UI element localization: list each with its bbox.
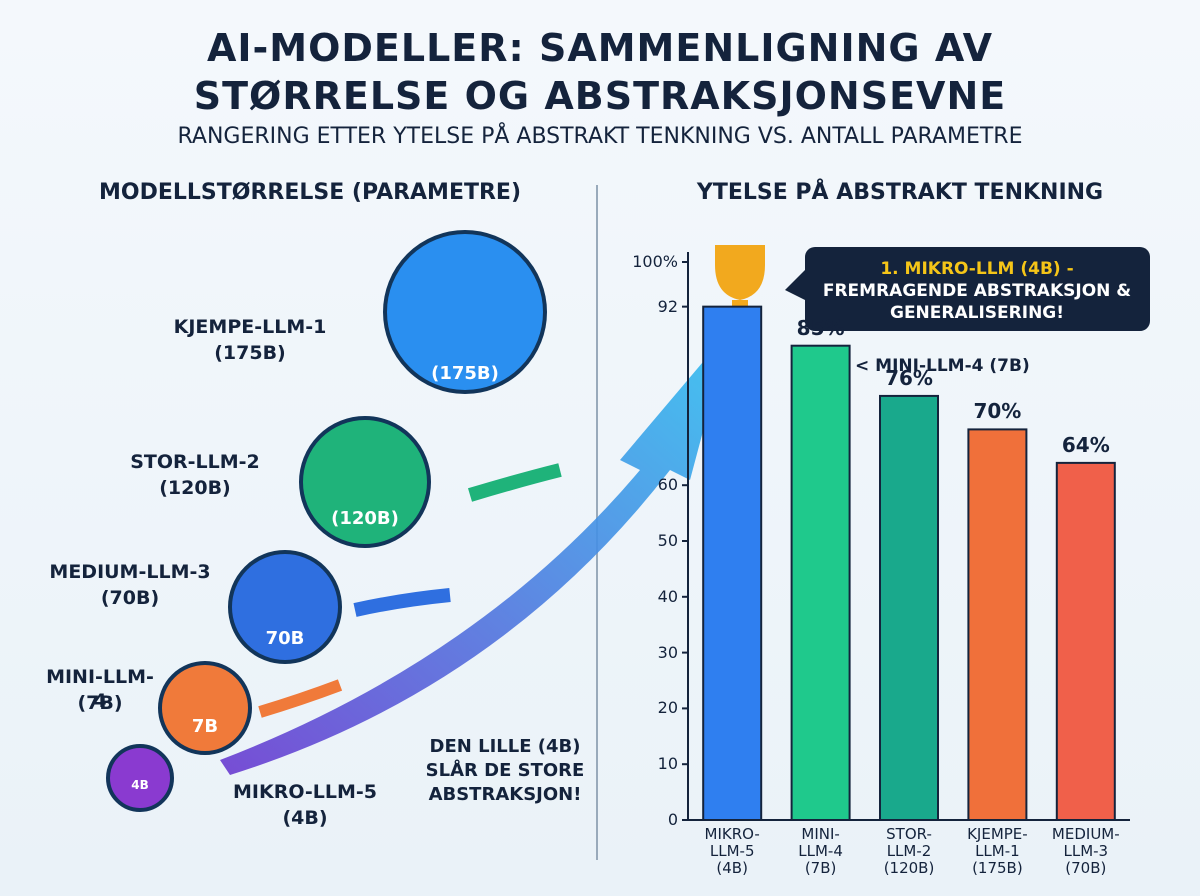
value-label: 85% — [796, 315, 845, 340]
model-name: MINI-LLM-4 — [46, 666, 154, 712]
model-badge: (175B) — [431, 363, 499, 384]
callout-box — [805, 247, 1150, 331]
mini-note: < MINI-LLM-4 (7B) — [855, 356, 1030, 376]
callout-text: FREMRAGENDE ABSTRAKSJON & GENERALISERING… — [822, 281, 1132, 323]
model-name: KJEMPE-LLM-1 — [173, 316, 327, 338]
bar — [879, 394, 939, 821]
note: DEN LILLE (4B) SLÅR DE STORE ABSTRAKSJON… — [425, 736, 585, 805]
model-name: STOR-LLM-2 — [130, 451, 260, 473]
y-tick-label: 0 — [667, 810, 678, 829]
bubble — [158, 661, 252, 755]
x-tick-label: MIKRO-LLM-5 (4B) — [704, 825, 760, 877]
model-size: (7B) — [77, 692, 123, 714]
callout-pointer — [785, 270, 805, 300]
model-badge: 70B — [265, 628, 305, 649]
y-tick-label: 100% — [632, 252, 678, 271]
bubble — [299, 416, 431, 548]
model-name: MEDIUM-LLM-3 — [49, 561, 211, 583]
y-tick-label: 10 — [657, 754, 678, 774]
x-tick-label: STOR-LLM-2 (120B) — [883, 825, 935, 877]
x-tick-label: MEDIUM-LLM-3 (70B) — [1051, 825, 1120, 877]
model-size: (175B) — [214, 342, 286, 364]
trophy — [715, 245, 765, 318]
y-tick-label: 50 — [657, 531, 678, 550]
model-size: (120B) — [159, 477, 231, 499]
model-name: MIKRO-LLM-5 — [233, 781, 377, 803]
title: AI-MODELLER: SAMMENLIGNING AV STØRRELSE … — [193, 26, 1007, 118]
value-label: 76% — [885, 365, 933, 390]
bar — [702, 305, 763, 821]
bubble — [106, 744, 174, 812]
arrow — [258, 679, 343, 718]
y-tick-label: 20 — [657, 698, 678, 718]
model-badge: (120B) — [331, 508, 399, 529]
model-size: (4B) — [282, 807, 328, 829]
bar — [1055, 461, 1116, 821]
bar — [967, 428, 1028, 821]
y-tick-label: 40 — [657, 586, 678, 606]
y-tick-label: 60 — [657, 475, 678, 495]
x-tick-label: KJEMPE-LLM-1 (175B) — [967, 825, 1028, 877]
model-badge: 7B — [191, 716, 219, 737]
value-label: 70% — [973, 399, 1022, 424]
subtitle: RANGERING ETTER YTELSE PÅ ABSTRAKT TENKN… — [177, 124, 1023, 149]
callout-lead: 1. MIKRO-LLM (4B) - — [880, 259, 1074, 279]
callout: 1. MIKRO-LLM (4B) - FREMRAGENDE ABSTRAKS… — [812, 258, 1142, 324]
y-tick-label: 92 — [657, 296, 678, 316]
bubble — [383, 230, 547, 394]
arrow — [467, 463, 562, 502]
bar — [790, 344, 851, 821]
model-size: (70B) — [100, 587, 160, 609]
chart-title: YTELSE PÅ ABSTRAKT TENKNING — [696, 180, 1104, 205]
x-tick-label: MINI-LLM-4 (7B) — [798, 825, 843, 877]
y-tick-label: 30 — [657, 642, 678, 662]
model-badge: 4B — [131, 778, 149, 792]
left-heading: MODELLSTØRRELSE (PARAMETRE) — [98, 180, 522, 205]
arrow — [353, 588, 451, 617]
bubble — [228, 550, 342, 664]
value-label: 64% — [1061, 432, 1110, 457]
